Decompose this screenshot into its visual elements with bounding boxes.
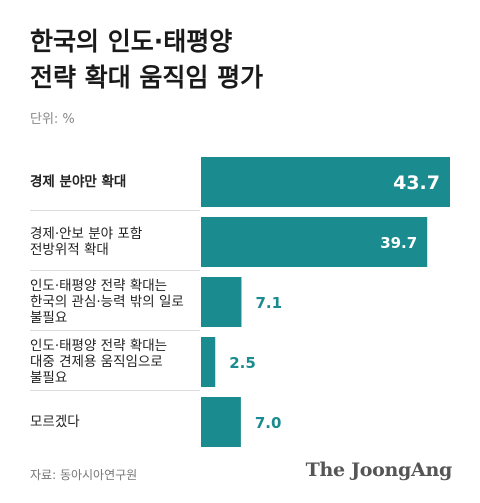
category-label-3: 인도·태평양 전략 확대는 한국의 관심·능력 밖의 일로 불필요 [30,278,184,326]
publisher-logo: The JoongAng [305,459,453,481]
category-label-1: 경제 분야만 확대 [30,174,127,190]
value-label-2: 39.7 [380,234,417,252]
value-label-4: 2.5 [229,354,256,372]
value-label-5: 7.0 [255,414,282,432]
bar-2 [201,217,428,267]
unit-label: 단위: % [30,112,75,127]
category-label-5: 모르겠다 [30,414,80,430]
source-note: 자료: 동아시아연구원 [30,468,138,482]
chart-title: 한국의 인도·태평양 전략 확대 움직임 평가 [30,27,264,92]
bar-1 [201,157,450,207]
bar-4 [201,337,216,387]
category-label-4: 인도·태평양 전략 확대는 대중 견제용 움직임으로 불필요 [30,338,168,386]
value-label-3: 7.1 [255,294,282,312]
bar-5 [201,397,241,447]
category-label-2: 경제·안보 분야 포함 전방위적 확대 [30,226,143,258]
value-label-1: 43.7 [393,172,440,194]
bar-3 [201,277,242,327]
